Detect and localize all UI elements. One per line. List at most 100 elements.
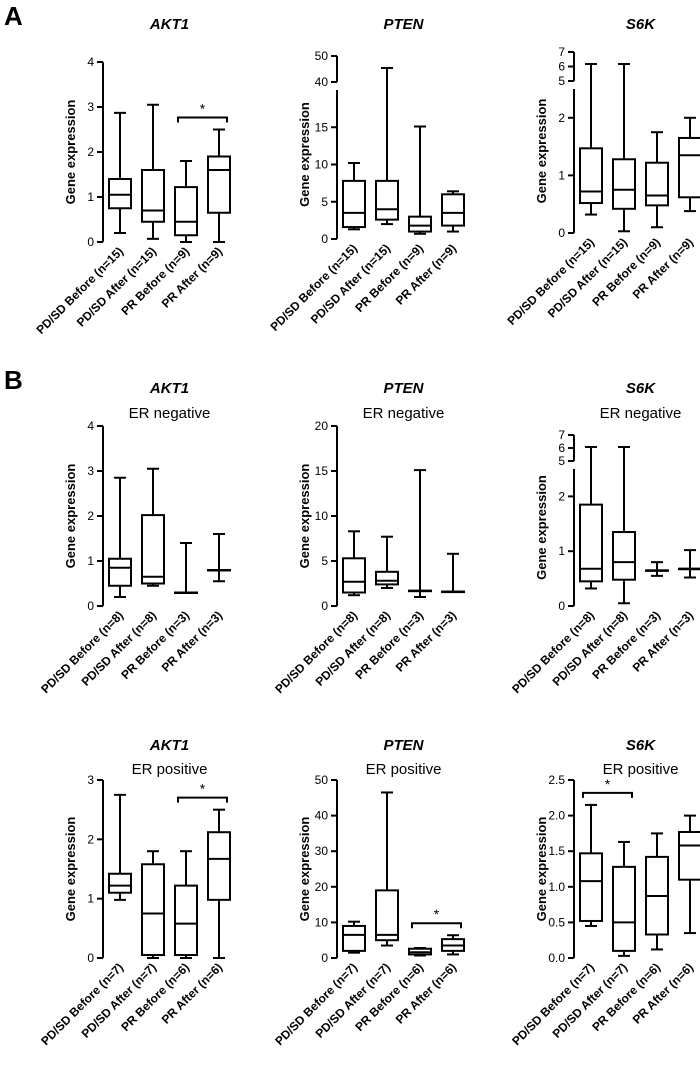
panel-label-b: B xyxy=(4,365,23,395)
box-0 xyxy=(579,803,603,927)
y-tick-label: 0.0 xyxy=(548,951,565,965)
box-3 xyxy=(441,190,465,233)
y-tick-label: 20 xyxy=(315,880,329,894)
y-tick-label: 1 xyxy=(558,168,565,182)
y-break-tick-label: 40 xyxy=(315,75,329,89)
box-iqr xyxy=(579,503,603,583)
significance-bracket xyxy=(177,796,228,803)
box-1 xyxy=(141,850,165,959)
box-2 xyxy=(645,832,669,951)
box-1 xyxy=(375,67,399,226)
significance-bracket xyxy=(582,791,633,798)
significance-star: * xyxy=(200,781,206,797)
chart-title: S6K xyxy=(626,737,656,754)
box-iqr xyxy=(579,852,603,922)
chart-subtitle: ER negative xyxy=(363,405,445,422)
chart-title: PTEN xyxy=(383,380,424,397)
y-tick-label: 2 xyxy=(558,111,565,125)
box-2 xyxy=(174,850,198,959)
y-tick-label: 2.5 xyxy=(548,773,565,787)
y-tick-label: 4 xyxy=(87,55,94,69)
box-0 xyxy=(579,63,603,216)
y-tick-label: 20 xyxy=(315,419,329,433)
y-tick-label: 2 xyxy=(87,145,94,159)
box-iqr xyxy=(678,136,700,199)
y-tick-label: 0 xyxy=(558,226,565,240)
y-tick-label: 50 xyxy=(315,773,329,787)
y-axis-label: Gene expression xyxy=(297,464,312,569)
y-tick-label: 1.0 xyxy=(548,880,565,894)
y-axis-label: Gene expression xyxy=(297,817,312,922)
y-break-tick-label: 6 xyxy=(558,60,565,74)
box-iqr xyxy=(141,169,165,223)
box-1 xyxy=(141,103,165,240)
y-tick-label: 0 xyxy=(558,599,565,613)
box-1 xyxy=(612,446,636,605)
box-1 xyxy=(375,791,399,947)
chart-title: PTEN xyxy=(383,737,424,754)
box-iqr xyxy=(342,924,366,952)
box-iqr xyxy=(342,557,366,594)
chart-subtitle: ER negative xyxy=(129,405,211,422)
box-2 xyxy=(174,160,198,243)
y-tick-label: 1 xyxy=(87,554,94,568)
chart-pten-er-positive: PTEN ER positive Gene expression 0 10 20 30 40 5… xyxy=(272,737,465,1048)
y-tick-label: 10 xyxy=(315,915,329,929)
box-iqr xyxy=(612,531,636,581)
y-axis-label: Gene expression xyxy=(63,464,78,569)
box-2 xyxy=(408,125,432,235)
y-tick-label: 2 xyxy=(87,832,94,846)
box-0 xyxy=(579,446,603,590)
box-0 xyxy=(108,476,132,598)
box-2 xyxy=(645,131,669,229)
y-break-tick-label: 50 xyxy=(315,49,329,63)
y-tick-label: 2 xyxy=(558,489,565,503)
box-iqr xyxy=(342,179,366,229)
chart-subtitle: ER positive xyxy=(366,761,442,778)
y-tick-label: 40 xyxy=(315,809,329,823)
box-1 xyxy=(375,535,399,589)
y-break-tick-label: 7 xyxy=(558,45,565,59)
box-iqr xyxy=(207,831,231,901)
y-tick-label: 15 xyxy=(315,464,329,478)
y-tick-label: 2 xyxy=(87,509,94,523)
y-tick-label: 0.5 xyxy=(548,915,565,929)
box-iqr xyxy=(375,179,399,221)
box-0 xyxy=(342,162,366,231)
y-break-tick-label: 7 xyxy=(558,428,565,442)
chart-subtitle: ER positive xyxy=(132,761,208,778)
y-tick-label: 15 xyxy=(315,120,329,134)
y-tick-label: 1 xyxy=(558,544,565,558)
chart-title: AKT1 xyxy=(149,380,189,397)
box-2 xyxy=(174,542,198,594)
y-tick-label: 1.5 xyxy=(548,844,565,858)
box-iqr xyxy=(108,178,132,210)
y-tick-label: 1 xyxy=(87,892,94,906)
y-tick-label: 10 xyxy=(315,509,329,523)
box-iqr xyxy=(174,186,198,237)
box-0 xyxy=(108,793,132,901)
box-3 xyxy=(207,808,231,959)
box-0 xyxy=(108,111,132,234)
box-iqr xyxy=(408,215,432,233)
box-3 xyxy=(207,533,231,583)
significance-star: * xyxy=(434,906,440,922)
chart-subtitle: ER positive xyxy=(603,761,679,778)
box-iqr xyxy=(141,863,165,957)
significance-star: * xyxy=(200,101,206,117)
significance-bracket xyxy=(177,116,228,123)
box-2 xyxy=(408,947,432,957)
y-axis-label: Gene expression xyxy=(534,475,549,580)
panel-label-a: A xyxy=(4,1,23,31)
box-iqr xyxy=(612,865,636,952)
box-3 xyxy=(678,549,700,579)
chart-subtitle: ER negative xyxy=(600,405,682,422)
box-iqr xyxy=(174,884,198,957)
significance-star: * xyxy=(605,776,611,792)
